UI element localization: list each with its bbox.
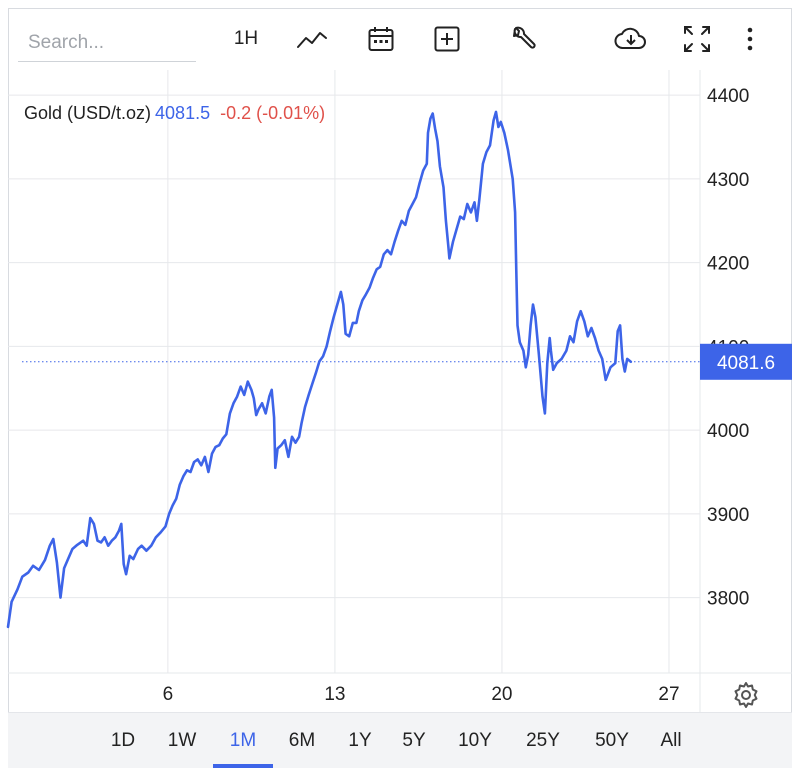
- calendar-icon: [367, 25, 395, 53]
- range-button-10y[interactable]: 10Y: [458, 730, 492, 751]
- active-range-indicator: [213, 764, 273, 768]
- settings-tools-button[interactable]: [506, 22, 540, 56]
- add-indicator-icon: [433, 25, 461, 53]
- range-button-50y[interactable]: 50Y: [595, 730, 629, 751]
- fullscreen-icon: [682, 24, 712, 54]
- gear-icon: [731, 682, 761, 714]
- price-chart[interactable]: 380039004000410042004300440061320274081.…: [0, 0, 800, 712]
- y-tick-label: 4000: [707, 421, 749, 442]
- more-menu-button[interactable]: [738, 22, 762, 56]
- y-tick-label: 4300: [707, 170, 749, 191]
- y-tick-label: 3900: [707, 505, 749, 526]
- current-price-label: 4081.6: [717, 353, 775, 374]
- x-tick-label: 20: [491, 684, 512, 705]
- x-tick-label: 13: [324, 684, 345, 705]
- y-tick-label: 4200: [707, 254, 749, 275]
- range-button-1m[interactable]: 1M: [229, 730, 257, 751]
- chart-type-button[interactable]: [292, 22, 332, 56]
- add-indicator-button[interactable]: [430, 22, 464, 56]
- interval-button[interactable]: 1H: [233, 28, 259, 49]
- instrument-name: Gold (USD/t.oz): [24, 103, 152, 123]
- cloud-download-icon: [613, 26, 649, 52]
- chart-legend: Gold (USD/t.oz) 4081.5 -0.2 (-0.01%): [24, 103, 325, 124]
- x-tick-label: 6: [163, 684, 174, 705]
- download-button[interactable]: [610, 22, 652, 56]
- y-tick-label: 3800: [707, 589, 749, 610]
- range-button-25y[interactable]: 25Y: [526, 730, 560, 751]
- range-button-1w[interactable]: 1W: [167, 730, 197, 751]
- legend-change: -0.2 (-0.01%): [220, 103, 326, 123]
- range-button-1d[interactable]: 1D: [110, 730, 136, 751]
- more-vertical-icon: [746, 26, 754, 52]
- line-chart-icon: [296, 28, 328, 50]
- y-tick-label: 4400: [707, 86, 749, 107]
- chart-settings-button[interactable]: [731, 680, 761, 710]
- search-input[interactable]: [18, 24, 196, 62]
- range-selector: 1D 1W 1M 6M 1Y 5Y 10Y 25Y 50Y All: [8, 712, 792, 768]
- fullscreen-button[interactable]: [680, 22, 714, 56]
- range-button-6m[interactable]: 6M: [288, 730, 316, 751]
- wrench-icon: [509, 25, 537, 53]
- x-tick-label: 27: [658, 684, 679, 705]
- chart-widget: [8, 8, 792, 768]
- range-button-1y[interactable]: 1Y: [348, 730, 372, 751]
- range-button-all[interactable]: All: [660, 730, 682, 751]
- range-button-5y[interactable]: 5Y: [402, 730, 426, 751]
- price-series-line: [6, 110, 633, 629]
- legend-price: 4081.5: [155, 103, 211, 123]
- current-price-badge: [700, 343, 792, 380]
- date-range-button[interactable]: [364, 22, 398, 56]
